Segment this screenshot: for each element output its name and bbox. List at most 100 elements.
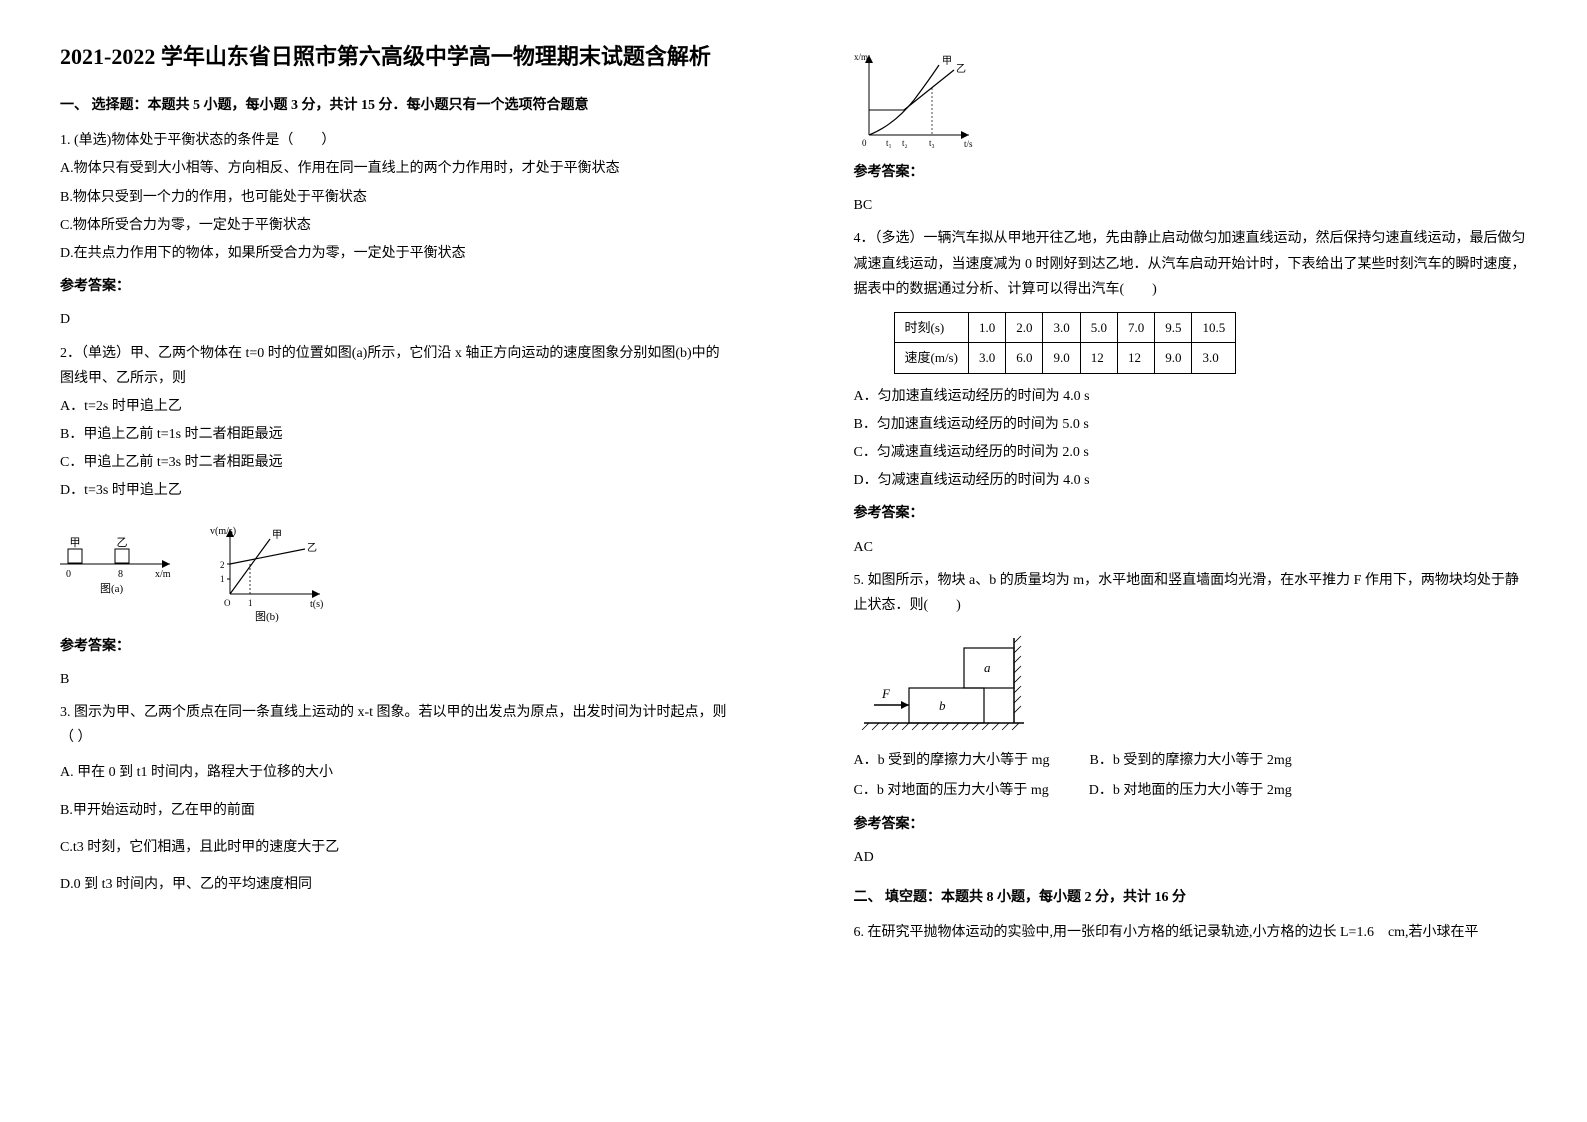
q5-figure: b a F [854, 628, 1528, 738]
q5-optA: A．b 受到的摩擦力大小等于 mg [854, 748, 1050, 773]
cell: 6.0 [1006, 343, 1043, 373]
q1-answer: D [60, 307, 734, 332]
cell: 速度(m/s) [894, 343, 968, 373]
q1-optA: A.物体只有受到大小相等、方向相反、作用在同一直线上的两个力作用时，才处于平衡状… [60, 156, 734, 181]
cell: 10.5 [1192, 312, 1236, 342]
q3-xlabel: t/s [964, 139, 973, 149]
question-5: 5. 如图所示，物块 a、b 的质量均为 m，水平地面和竖直墙面均光滑，在水平推… [854, 568, 1528, 870]
right-column: x/m t/s 甲 乙 t₁ t₂ t₃ 0 参考答案： BC 4．（多选）一辆… [794, 40, 1587, 953]
q3-t1: t₁ [886, 138, 892, 148]
q5-optC: C．b 对地面的压力大小等于 mg [854, 778, 1049, 803]
q4-answer: AC [854, 535, 1528, 560]
q2a-figlabel: 图(a) [100, 582, 124, 595]
cell: 3.0 [968, 343, 1005, 373]
question-3: 3. 图示为甲、乙两个质点在同一条直线上运动的 x-t 图象。若以甲的出发点为原… [60, 700, 734, 897]
q3-optC: C.t3 时刻，它们相遇，且此时甲的速度大于乙 [60, 835, 734, 860]
q2-stem: 2．（单选）甲、乙两个物体在 t=0 时的位置如图(a)所示，它们沿 x 轴正方… [60, 341, 734, 391]
q2b-tx1: 1 [248, 598, 253, 608]
q3-t3: t₃ [929, 138, 935, 148]
q1-optD: D.在共点力作用下的物体，如果所受合力为零，一定处于平衡状态 [60, 241, 734, 266]
q5-a: a [984, 660, 991, 675]
q4-optC: C．匀减速直线运动经历的时间为 2.0 s [854, 440, 1528, 465]
q3-optD: D.0 到 t3 时间内，甲、乙的平均速度相同 [60, 872, 734, 897]
table-row: 速度(m/s) 3.0 6.0 9.0 12 12 9.0 3.0 [894, 343, 1236, 373]
q2-optA: A．t=2s 时甲追上乙 [60, 394, 734, 419]
cell: 12 [1117, 343, 1154, 373]
section1-header: 一、 选择题：本题共 5 小题，每小题 3 分，共计 15 分．每小题只有一个选… [60, 93, 734, 118]
table-row: 时刻(s) 1.0 2.0 3.0 5.0 7.0 9.5 10.5 [894, 312, 1236, 342]
q5-row2: C．b 对地面的压力大小等于 mg D．b 对地面的压力大小等于 2mg [854, 778, 1528, 803]
svg-text:0: 0 [66, 569, 71, 580]
q3-svg: x/m t/s 甲 乙 t₁ t₂ t₃ 0 [854, 50, 984, 150]
cell: 9.0 [1155, 343, 1192, 373]
q3-jia: 甲 [942, 56, 952, 67]
cell: 3.0 [1192, 343, 1236, 373]
q6-stem: 6. 在研究平抛物体运动的实验中,用一张印有小方格的纸记录轨迹,小方格的边长 L… [854, 920, 1528, 945]
q2b-ylabel: v(m/s) [210, 526, 236, 537]
cell: 9.5 [1155, 312, 1192, 342]
exam-title: 2021-2022 学年山东省日照市第六高级中学高一物理期末试题含解析 [60, 40, 734, 73]
cell: 2.0 [1006, 312, 1043, 342]
q3-ylabel: x/m [854, 52, 868, 62]
q5-F: F [881, 686, 891, 701]
q2a-8: 8 [118, 569, 123, 580]
q2b-figlabel: 图(b) [255, 610, 279, 623]
q2a-yi: 乙 [117, 536, 128, 549]
q2b-yi: 乙 [307, 542, 317, 554]
q2b-tick2: 2 [220, 560, 225, 570]
q5-optD: D．b 对地面的压力大小等于 2mg [1089, 778, 1292, 803]
q3-answer-label: 参考答案： [854, 160, 1528, 185]
q3-answer: BC [854, 193, 1528, 218]
q5-stem: 5. 如图所示，物块 a、b 的质量均为 m，水平地面和竖直墙面均光滑，在水平推… [854, 568, 1528, 618]
q2-figure: 甲 乙 0 8 x/m 图(a) v(m/s) [60, 514, 734, 624]
q4-table: 时刻(s) 1.0 2.0 3.0 5.0 7.0 9.5 10.5 速度(m/… [894, 312, 1237, 374]
q4-optB: B．匀加速直线运动经历的时间为 5.0 s [854, 412, 1528, 437]
cell: 9.0 [1043, 343, 1080, 373]
q2-answer: B [60, 667, 734, 692]
q2b-jia: 甲 [272, 530, 282, 541]
q2-optB: B．甲追上乙前 t=1s 时二者相距最远 [60, 422, 734, 447]
q2-answer-label: 参考答案： [60, 634, 734, 659]
q1-answer-label: 参考答案： [60, 274, 734, 299]
svg-text:0: 0 [862, 138, 867, 148]
q3-figure: x/m t/s 甲 乙 t₁ t₂ t₃ 0 [854, 50, 1528, 150]
q5-optB: B．b 受到的摩擦力大小等于 2mg [1090, 748, 1292, 773]
q5-svg: b a F [854, 628, 1054, 738]
cell: 7.0 [1117, 312, 1154, 342]
q2-optC: C．甲追上乙前 t=3s 时二者相距最远 [60, 450, 734, 475]
q1-optB: B.物体只受到一个力的作用，也可能处于平衡状态 [60, 185, 734, 210]
q1-stem: 1. (单选)物体处于平衡状态的条件是（ ） [60, 128, 734, 153]
q4-optA: A．匀加速直线运动经历的时间为 4.0 s [854, 384, 1528, 409]
q2a-jia: 甲 [70, 537, 81, 549]
q1-optC: C.物体所受合力为零，一定处于平衡状态 [60, 213, 734, 238]
svg-text:O: O [224, 598, 231, 608]
cell: 时刻(s) [894, 312, 968, 342]
q4-answer-label: 参考答案： [854, 501, 1528, 526]
question-6: 6. 在研究平抛物体运动的实验中,用一张印有小方格的纸记录轨迹,小方格的边长 L… [854, 920, 1528, 945]
question-4: 4．（多选）一辆汽车拟从甲地开往乙地，先由静止启动做匀加速直线运动，然后保持匀速… [854, 226, 1528, 559]
q4-stem: 4．（多选）一辆汽车拟从甲地开往乙地，先由静止启动做匀加速直线运动，然后保持匀速… [854, 226, 1528, 302]
q5-answer-label: 参考答案： [854, 812, 1528, 837]
q3-yi: 乙 [956, 63, 966, 75]
cell: 12 [1080, 343, 1117, 373]
q3-optB: B.甲开始运动时，乙在甲的前面 [60, 798, 734, 823]
left-column: 2021-2022 学年山东省日照市第六高级中学高一物理期末试题含解析 一、 选… [0, 40, 794, 953]
question-1: 1. (单选)物体处于平衡状态的条件是（ ） A.物体只有受到大小相等、方向相反… [60, 128, 734, 332]
q2-optD: D．t=3s 时甲追上乙 [60, 478, 734, 503]
q2b-tick1: 1 [220, 574, 225, 584]
cell: 1.0 [968, 312, 1005, 342]
q3-optA: A. 甲在 0 到 t1 时间内，路程大于位移的大小 [60, 760, 734, 785]
page-container: 2021-2022 学年山东省日照市第六高级中学高一物理期末试题含解析 一、 选… [0, 0, 1587, 993]
q3-t2: t₂ [902, 138, 908, 148]
q5-row1: A．b 受到的摩擦力大小等于 mg B．b 受到的摩擦力大小等于 2mg [854, 748, 1528, 773]
question-2: 2．（单选）甲、乙两个物体在 t=0 时的位置如图(a)所示，它们沿 x 轴正方… [60, 341, 734, 693]
q4-optD: D．匀减速直线运动经历的时间为 4.0 s [854, 468, 1528, 493]
q5-answer: AD [854, 845, 1528, 870]
cell: 5.0 [1080, 312, 1117, 342]
section2-header: 二、 填空题：本题共 8 小题，每小题 2 分，共计 16 分 [854, 885, 1528, 910]
q2a-xlabel: x/m [155, 569, 171, 580]
q2-svg: 甲 乙 0 8 x/m 图(a) v(m/s) [60, 514, 340, 624]
q2b-xlabel: t(s) [310, 599, 323, 610]
q3-stem: 3. 图示为甲、乙两个质点在同一条直线上运动的 x-t 图象。若以甲的出发点为原… [60, 700, 734, 750]
cell: 3.0 [1043, 312, 1080, 342]
